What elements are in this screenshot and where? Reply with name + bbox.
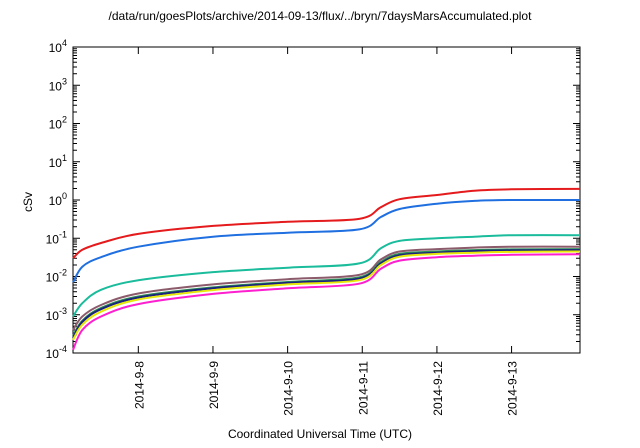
y-tick-label: 100 [49,191,67,208]
y-tick-label: 102 [49,115,67,132]
series-line-1 [72,187,581,260]
series-line-2 [72,198,581,283]
x-tick-label: 2014-9-13 [506,361,520,416]
chart-title: /data/run/goesPlots/archive/2014-09-13/f… [108,9,532,23]
series-line-8 [72,253,581,351]
series-line-6 [72,249,581,339]
y-tick-label: 10-3 [46,306,67,323]
x-axis-label: Coordinated Universal Time (UTC) [227,427,413,441]
x-tick-label: 2014-9-11 [356,361,370,415]
y-tick-label: 104 [49,38,67,55]
series-line-3 [72,234,581,318]
y-tick-label: 10-1 [46,229,67,246]
x-tick-label: 2014-9-10 [282,361,296,416]
y-tick-label: 10-4 [46,344,67,361]
x-tick-label: 2014-9-8 [132,361,146,409]
y-tick-label: 101 [49,153,67,170]
y-tick-label: 10-2 [46,268,67,285]
x-tick-label: 2014-9-12 [431,361,445,416]
y-tick-label: 103 [49,76,67,93]
x-tick-label: 2014-9-9 [207,361,221,409]
series-line-7 [72,250,581,341]
series-line-4 [72,245,581,331]
